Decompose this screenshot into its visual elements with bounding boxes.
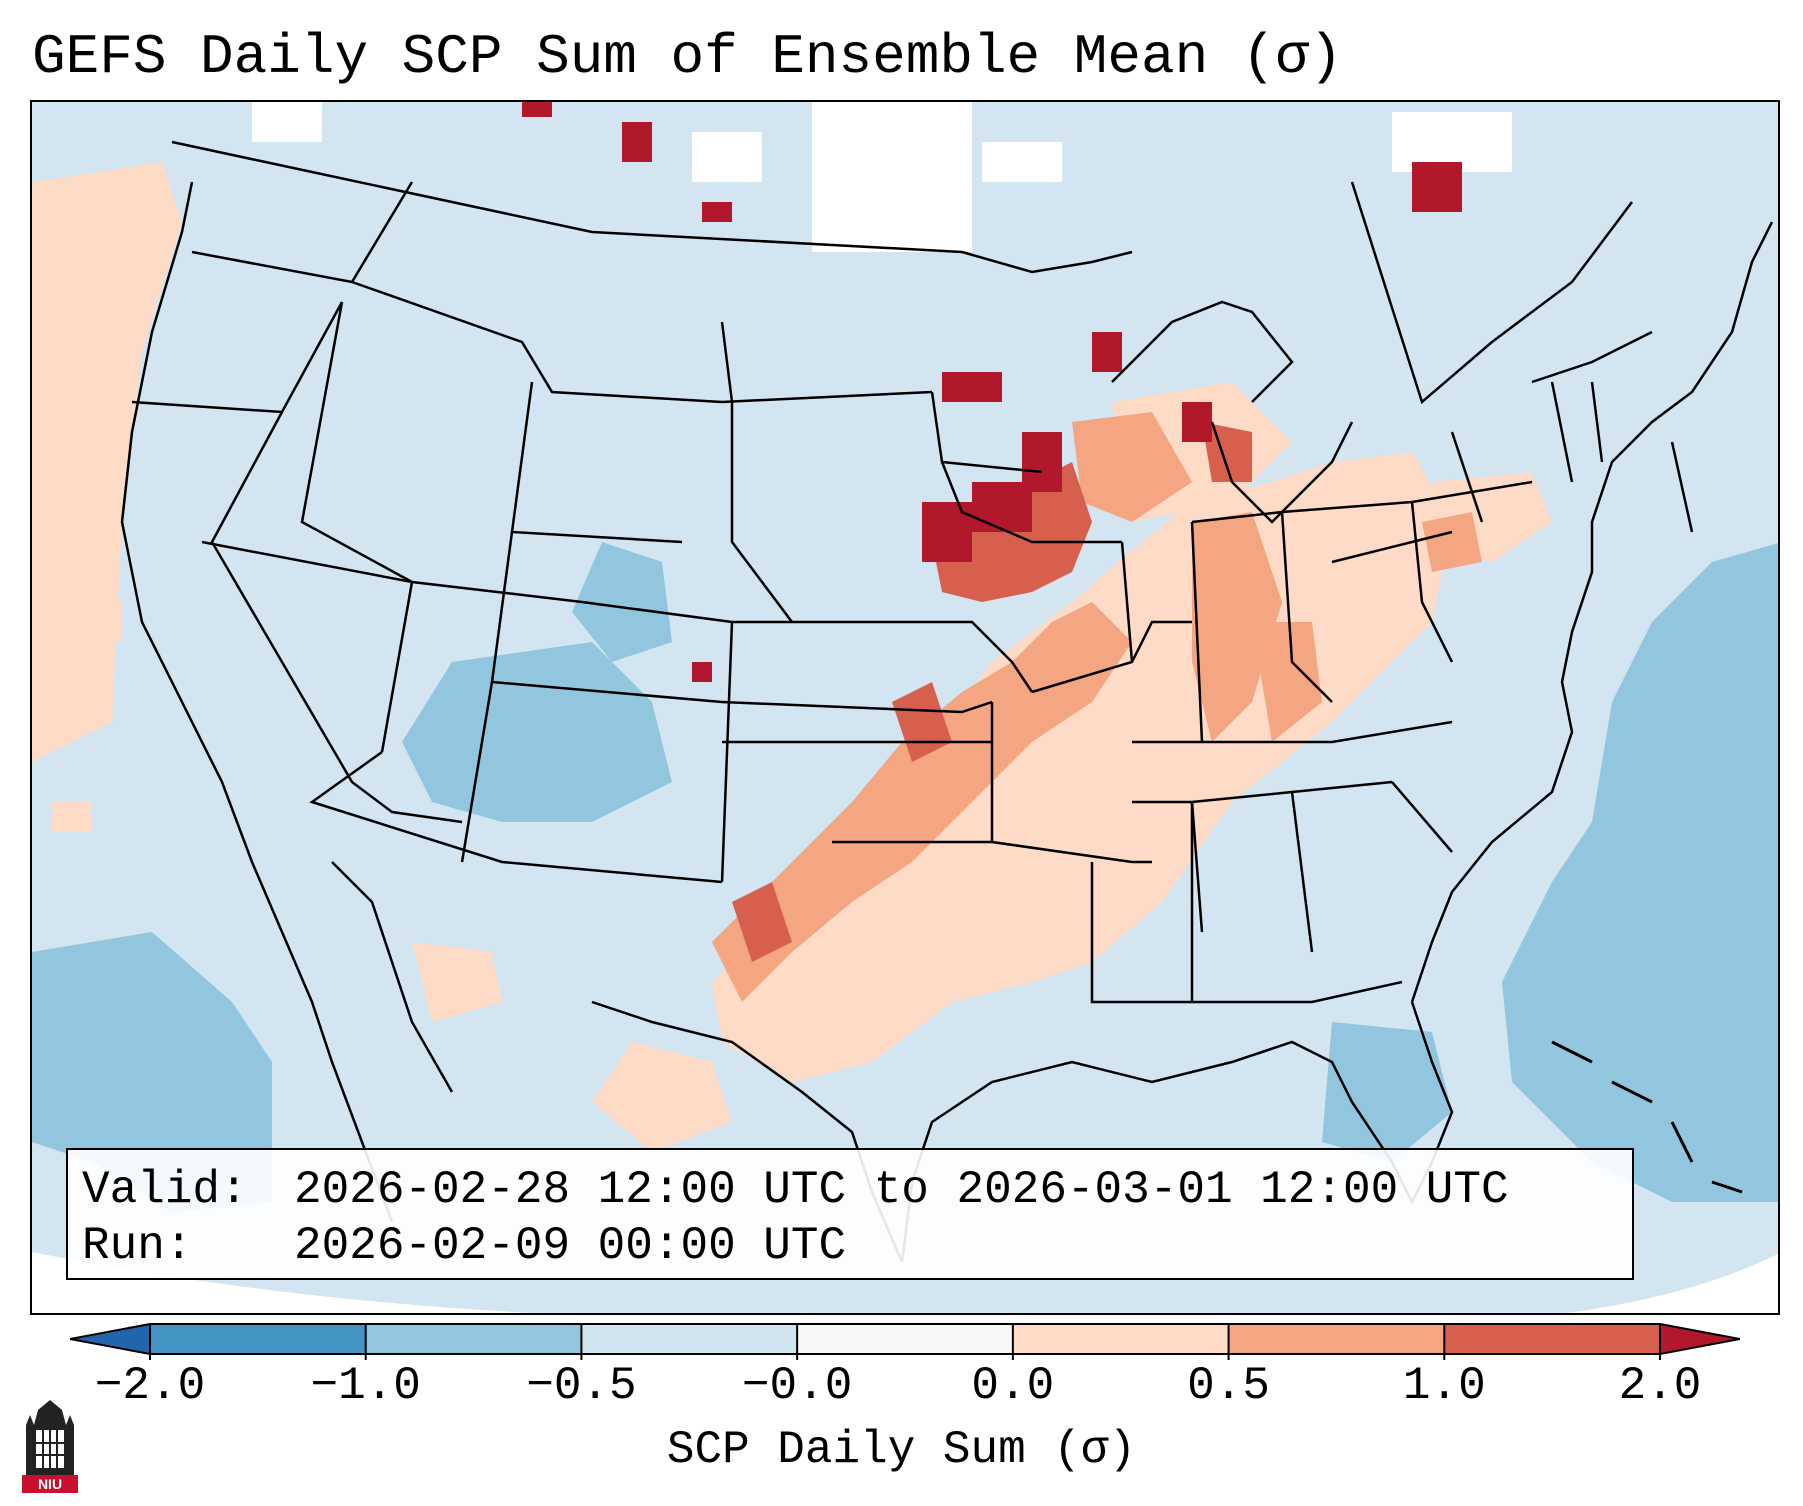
colorbar-bin: [150, 1324, 367, 1354]
colorbar-bin: [797, 1324, 1014, 1354]
colorbar-tick-label: −0.5: [526, 1360, 637, 1412]
colorbar-tick-label: −1.0: [310, 1360, 421, 1412]
colorbar-bin: [365, 1324, 582, 1354]
pacific-positive-area: [32, 162, 182, 832]
map-panel: [30, 100, 1780, 1315]
pacific-negative-area: [32, 932, 272, 1212]
validity-info-box: Valid: 2026-02-28 12:00 UTC to 2026-03-01…: [66, 1148, 1634, 1280]
caribbean-islands: [1551, 1040, 1743, 1194]
colorbar-under-triangle: [70, 1324, 150, 1354]
canada-neutral-area: [252, 102, 1512, 252]
colorbar-tick-label: 0.0: [971, 1360, 1055, 1412]
colorbar-tick-label: 1.0: [1402, 1360, 1486, 1412]
colorbar-tick-label: −0.0: [741, 1360, 853, 1412]
colorbar-tick-label: 2.0: [1618, 1360, 1702, 1412]
coastlines: [120, 181, 1774, 1263]
run-row: Run: 2026-02-09 00:00 UTC: [82, 1218, 1618, 1274]
colorbar-over-triangle: [1660, 1324, 1740, 1354]
scp-map: [32, 102, 1778, 1313]
colorbar-bin: [1012, 1324, 1230, 1354]
valid-value: 2026-02-28 12:00 UTC to 2026-03-01 12:00…: [294, 1164, 1509, 1216]
domain-edge-sw: [32, 1252, 533, 1313]
plains-moderate-area: [712, 412, 1482, 1002]
niu-logo: NIU: [22, 1400, 78, 1493]
map-title: GEFS Daily SCP Sum of Ensemble Mean (σ): [32, 25, 1343, 89]
political-boundaries: [131, 140, 1694, 1004]
colorbar-bin: [1228, 1324, 1445, 1354]
colorbar-label: SCP Daily Sum (σ): [666, 1424, 1137, 1476]
run-value: 2026-02-09 00:00 UTC: [294, 1220, 847, 1272]
colorbar-tick-label: 0.5: [1187, 1360, 1270, 1412]
colorbar-tick-label: −2.0: [94, 1360, 206, 1412]
colorbar-bin: [1444, 1324, 1661, 1354]
domain-edge-se: [1566, 1253, 1778, 1313]
run-label: Run:: [82, 1220, 193, 1272]
extreme-positive-area: [522, 102, 1462, 682]
atlantic-negative-area: [1322, 543, 1778, 1202]
valid-label: Valid:: [82, 1164, 248, 1216]
colorbar-ticks: −2.0 −1.0 −0.5 −0.0 0.0 0.5 1.0 2.0: [0, 1360, 1803, 1420]
logo-text: NIU: [38, 1476, 62, 1492]
southwest-negative-area: [402, 542, 672, 822]
colorbar: [70, 1323, 1740, 1360]
valid-row: Valid: 2026-02-28 12:00 UTC to 2026-03-01…: [82, 1162, 1618, 1218]
colorbar-bin: [581, 1324, 798, 1354]
